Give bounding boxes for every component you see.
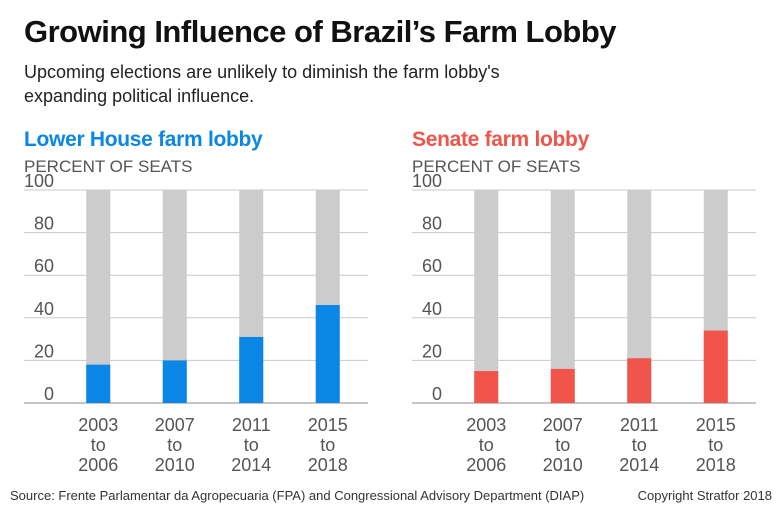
senate-x-tick-label: 2015 [696,415,736,435]
senate-x-tick-label: to [708,435,723,455]
lower-house-x-tick-label: 2011 [232,415,271,435]
lower-house-x-tick-label: to [320,435,335,455]
lower-house-x-tick-label: to [167,435,182,455]
senate-x-tick-label: 2014 [619,455,659,475]
senate-x-tick-label: 2010 [543,455,583,475]
senate-panel-title: Senate farm lobby [412,128,589,151]
source-note: Source: Frente Parlamentar da Agropecuar… [10,488,585,503]
senate-x-tick-label: 2007 [543,415,583,435]
lower-house-y-tick-label: 80 [34,214,54,234]
lower-house-value-bar [86,364,111,403]
lower-house-x-tick-label: 2014 [231,455,271,475]
lower-house-y-tick-label: 100 [24,171,54,191]
lower-house-y-axis-label: PERCENT OF SEATS [24,157,193,176]
lower-house-panel-title: Lower House farm lobby [24,128,263,151]
lower-house-y-tick-label: 40 [34,299,54,319]
senate-y-tick-label: 20 [422,341,442,361]
senate-y-tick-label: 40 [422,299,442,319]
senate-value-bar [474,371,499,403]
lower-house-value-bar [239,336,264,403]
lower-house-x-tick-label: to [91,435,106,455]
lower-house-x-tick-label: 2018 [308,455,348,475]
senate-x-tick-label: 2003 [466,415,506,435]
chart-subtitle: Upcoming elections are unlikely to dimin… [24,62,500,106]
lower-house-value-bar [162,360,187,403]
senate-y-tick-label: 100 [412,171,442,191]
chart-title: Growing Influence of Brazil’s Farm Lobby [24,14,617,49]
lower-house-x-tick-label: 2007 [155,415,195,435]
lower-house-value-bar [315,305,340,403]
lower-house-bar-chart: 0204060801002003to20062007to20102011to20… [24,171,368,475]
senate-value-bar [550,368,575,403]
lower-house-y-tick-label: 0 [44,384,54,404]
senate-x-tick-label: 2018 [696,455,736,475]
copyright-note: Copyright Stratfor 2018 [637,488,772,503]
lower-house-x-tick-label: 2010 [155,455,195,475]
senate-x-tick-label: 2006 [466,455,506,475]
senate-background-bar [474,190,499,403]
senate-value-bar [627,358,652,403]
senate-y-axis-label: PERCENT OF SEATS [412,157,581,176]
lower-house-y-tick-label: 60 [34,256,54,276]
senate-x-tick-label: to [632,435,647,455]
senate-y-tick-label: 60 [422,256,442,276]
senate-x-tick-label: 2011 [620,415,659,435]
lower-house-x-tick-label: 2003 [78,415,118,435]
lower-house-x-tick-label: 2006 [78,455,118,475]
lower-house-x-tick-label: 2015 [308,415,348,435]
lower-house-y-tick-label: 20 [34,341,54,361]
senate-bar-chart: 0204060801002003to20062007to20102011to20… [412,171,756,475]
senate-value-bar [703,330,728,403]
senate-x-tick-label: to [555,435,570,455]
lower-house-x-tick-label: to [244,435,259,455]
senate-background-bar [550,190,575,403]
senate-x-tick-label: to [479,435,494,455]
senate-y-tick-label: 0 [432,384,442,404]
senate-y-tick-label: 80 [422,214,442,234]
